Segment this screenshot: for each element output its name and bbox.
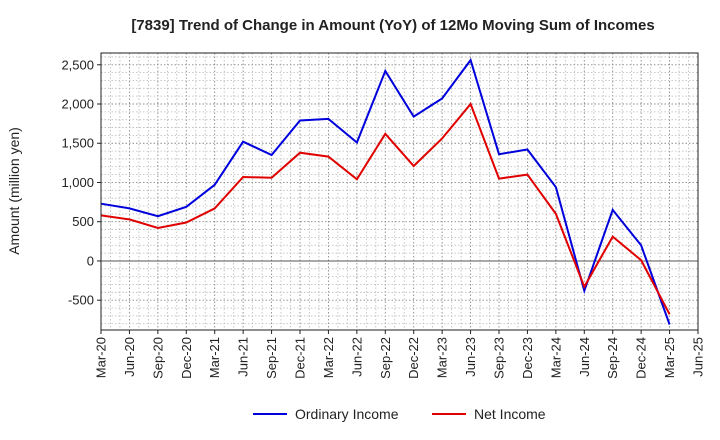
chart-title: [7839] Trend of Change in Amount (YoY) o… <box>131 17 654 34</box>
y-tick-label: 1,500 <box>61 136 94 151</box>
grid-layer <box>101 53 698 330</box>
x-tick-label: Jun-22 <box>349 337 364 377</box>
x-tick-label: Sep-20 <box>150 337 165 379</box>
x-tick-label: Mar-23 <box>435 337 450 378</box>
y-tick-label: 500 <box>72 214 94 229</box>
y-tick-label: 2,000 <box>61 97 94 112</box>
x-tick-label: Dec-23 <box>520 337 535 379</box>
series-line-ordinary-income <box>100 57 671 325</box>
x-tick-label: Sep-24 <box>605 337 620 379</box>
y-tick-label: 1,000 <box>61 175 94 190</box>
x-tick-label: Mar-24 <box>548 337 563 378</box>
x-tick-label: Jun-25 <box>691 337 706 377</box>
x-tick-label: Mar-22 <box>321 337 336 378</box>
legend-item-ordinary-income: Ordinary Income <box>253 406 399 422</box>
x-tick-label: Dec-20 <box>179 337 194 379</box>
y-axis-label: Amount (million yen) <box>6 127 22 255</box>
x-tick-label: Sep-22 <box>378 337 393 379</box>
legend-item-net-income: Net Income <box>432 406 546 422</box>
series-line-net-income <box>100 102 671 315</box>
tick-layer: -500 0 500 1,000 1,500 2,000 2,500 Mar-20 Jun-20… <box>61 57 705 379</box>
legend: Ordinary Income Net Income <box>253 406 546 422</box>
x-tick-label: Dec-21 <box>293 337 308 379</box>
x-tick-label: Sep-23 <box>492 337 507 379</box>
legend-label: Ordinary Income <box>295 406 399 422</box>
x-tick-label: Mar-21 <box>207 337 222 378</box>
x-tick-label: Dec-24 <box>634 337 649 379</box>
legend-label: Net Income <box>474 406 546 422</box>
axis-layer <box>97 52 699 334</box>
x-tick-label: Jun-24 <box>577 337 592 377</box>
y-tick-label: -500 <box>68 293 94 308</box>
x-tick-label: Jun-23 <box>463 337 478 377</box>
x-tick-label: Dec-22 <box>406 337 421 379</box>
y-tick-label: 2,500 <box>61 57 94 72</box>
plot-frame <box>100 52 699 331</box>
x-tick-label: Sep-21 <box>264 337 279 379</box>
plot-area <box>101 53 698 330</box>
x-tick-label: Mar-20 <box>94 337 109 378</box>
y-tick-label: 0 <box>87 253 94 268</box>
x-tick-label: Jun-21 <box>236 337 251 377</box>
series-layer <box>100 57 671 325</box>
x-tick-label: Mar-25 <box>662 337 677 378</box>
x-tick-label: Jun-20 <box>122 337 137 377</box>
